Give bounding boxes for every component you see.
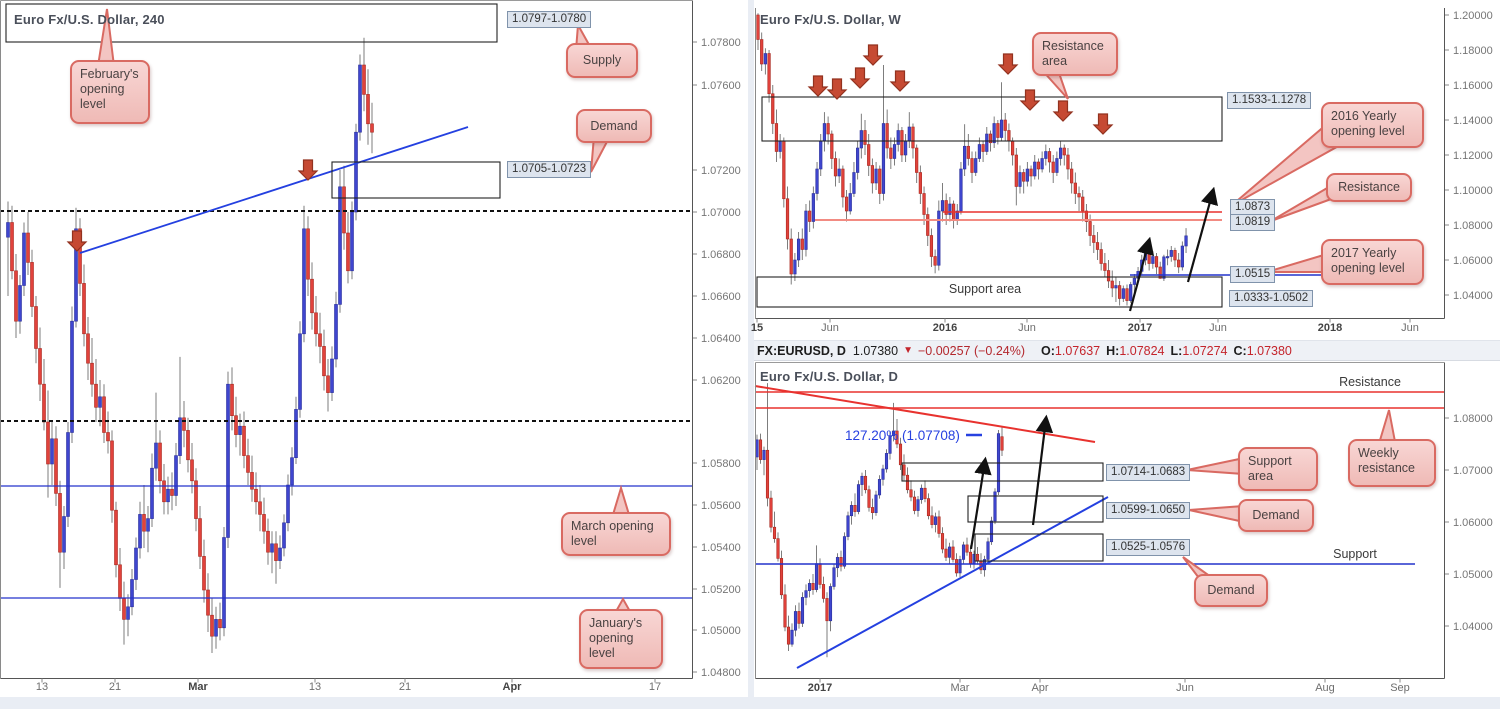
svg-text:1.08000: 1.08000: [1453, 413, 1493, 425]
down-arrow-icon: [1052, 100, 1074, 122]
svg-text:1.07000: 1.07000: [701, 207, 741, 219]
chart-daily: Resistance Support 127.20% (1.07708) 1.0800…: [754, 362, 1493, 694]
down-arrow-icon: [66, 230, 88, 252]
svg-text:Aug: Aug: [1315, 682, 1335, 694]
svg-text:1.06200: 1.06200: [701, 375, 741, 387]
price-axis-daily: 1.08000 1.07000 1.06000 1.05000 1.04000 1.085…: [1445, 368, 1493, 664]
svg-text:Support: Support: [1333, 547, 1377, 561]
down-arrow-icon: [997, 53, 1019, 75]
svg-text:1.05200: 1.05200: [1449, 652, 1489, 664]
svg-text:21: 21: [109, 681, 121, 693]
down-arrow-icon: [297, 159, 319, 181]
time-axis-daily: 2017 Mar Apr Jun Aug Sep: [808, 678, 1410, 694]
svg-text:13: 13: [309, 681, 321, 693]
down-arrow-icon: [849, 67, 871, 89]
svg-text:1.10000: 1.10000: [1453, 185, 1493, 197]
zone-box: [901, 462, 1104, 482]
svg-text:1.18000: 1.18000: [1453, 45, 1493, 57]
down-arrow-icon: [807, 75, 829, 97]
svg-text:Apr: Apr: [1031, 682, 1048, 694]
svg-text:1.07200: 1.07200: [701, 165, 741, 177]
zone-box: [5, 3, 498, 43]
svg-text:Jun: Jun: [1209, 322, 1227, 334]
svg-text:21: 21: [399, 681, 411, 693]
down-arrow-icon: [1092, 113, 1114, 135]
time-axis-weekly: 15 Jun 2016 Jun 2017 Jun 2018 Jun: [751, 318, 1419, 334]
svg-text:1.12000: 1.12000: [1453, 150, 1493, 162]
svg-text:Resistance: Resistance: [1339, 375, 1401, 389]
svg-text:Sep: Sep: [1390, 682, 1410, 694]
svg-text:2018: 2018: [1318, 322, 1342, 334]
svg-text:1.16000: 1.16000: [1453, 80, 1493, 92]
svg-text:1.07000: 1.07000: [1453, 465, 1493, 477]
candles-h4: [6, 37, 374, 653]
svg-text:1.04000: 1.04000: [1453, 621, 1493, 633]
zone-box: [331, 161, 501, 199]
down-arrow-icon: [889, 70, 911, 92]
time-axis-h4: 13 21 Mar 13 21 Apr 17: [36, 678, 661, 693]
svg-text:1.07380: 1.07380: [1449, 231, 1489, 243]
svg-text:Mar: Mar: [188, 681, 208, 693]
svg-text:1.20000: 1.20000: [1453, 10, 1493, 22]
svg-text:1.07380: 1.07380: [1449, 445, 1489, 457]
svg-text:15: 15: [751, 322, 763, 334]
svg-text:1.05400: 1.05400: [701, 542, 741, 554]
svg-text:Mar: Mar: [951, 682, 970, 694]
up-arrow: [969, 456, 992, 550]
svg-text:1.05690: 1.05690: [697, 481, 737, 493]
up-arrow: [1186, 186, 1218, 283]
svg-text:1.07800: 1.07800: [701, 37, 741, 49]
svg-text:2017: 2017: [1128, 322, 1152, 334]
svg-text:1.07380: 1.07380: [697, 126, 737, 138]
svg-text:Jun: Jun: [1401, 322, 1419, 334]
svg-text:1.05150: 1.05150: [697, 593, 737, 605]
svg-text:1.05200: 1.05200: [701, 584, 741, 596]
zone-box: [974, 533, 1104, 562]
svg-text:1.06000: 1.06000: [697, 427, 737, 439]
down-arrow-icon: [1019, 89, 1041, 111]
svg-text:1.05800: 1.05800: [701, 458, 741, 470]
svg-text:1.08000: 1.08000: [1453, 220, 1493, 232]
svg-text:Jun: Jun: [1018, 322, 1036, 334]
svg-text:1.06600: 1.06600: [701, 291, 741, 303]
svg-text:1.06800: 1.06800: [701, 249, 741, 261]
svg-text:1.04800: 1.04800: [701, 667, 741, 679]
svg-text:1.08190: 1.08190: [1449, 384, 1489, 396]
svg-text:Jun: Jun: [1176, 682, 1194, 694]
candles-weekly: [756, 13, 1188, 306]
svg-text:17: 17: [649, 681, 661, 693]
svg-text:1.07000: 1.07000: [697, 220, 737, 232]
candles-daily: [755, 383, 1004, 658]
svg-text:1.04000: 1.04000: [1453, 290, 1493, 302]
svg-text:1.05000: 1.05000: [1453, 569, 1493, 581]
zone-box: [761, 96, 1223, 142]
price-axis-weekly: 1.20000 1.18000 1.16000 1.14000 1.12000 1.100…: [1445, 10, 1493, 302]
up-arrow: [1031, 414, 1054, 526]
svg-text:2016: 2016: [933, 322, 957, 334]
svg-text:1.06000: 1.06000: [697, 413, 737, 425]
price-axis-h4: 1.07800 1.07600 1.07200 1.07000 1.06800 1.066…: [693, 37, 741, 679]
up-arrow: [1128, 236, 1155, 312]
svg-text:Support area: Support area: [949, 282, 1021, 296]
svg-text:1.08500: 1.08500: [1449, 368, 1489, 380]
down-arrow-icon: [862, 44, 884, 66]
svg-text:2017: 2017: [808, 682, 832, 694]
svg-text:Jun: Jun: [821, 322, 839, 334]
svg-text:Apr: Apr: [503, 681, 523, 693]
zone-box: [756, 276, 1223, 308]
chart-h4: 1.07800 1.07600 1.07200 1.07000 1.06800 1.066…: [0, 0, 741, 693]
svg-text:1.07600: 1.07600: [701, 80, 741, 92]
svg-text:1.14000: 1.14000: [1453, 115, 1493, 127]
svg-text:1.05600: 1.05600: [701, 500, 741, 512]
down-arrow-icon: [826, 78, 848, 100]
svg-text:1.06000: 1.06000: [1453, 255, 1493, 267]
chart-weekly: Support area 1.20000 1.18000 1.16000 1.14000…: [751, 8, 1493, 334]
svg-text:127.20% (1.07708): 127.20% (1.07708): [845, 428, 960, 443]
svg-text:13: 13: [36, 681, 48, 693]
svg-text:1.05000: 1.05000: [701, 625, 741, 637]
svg-text:1.06000: 1.06000: [1453, 517, 1493, 529]
svg-text:1.06400: 1.06400: [701, 333, 741, 345]
